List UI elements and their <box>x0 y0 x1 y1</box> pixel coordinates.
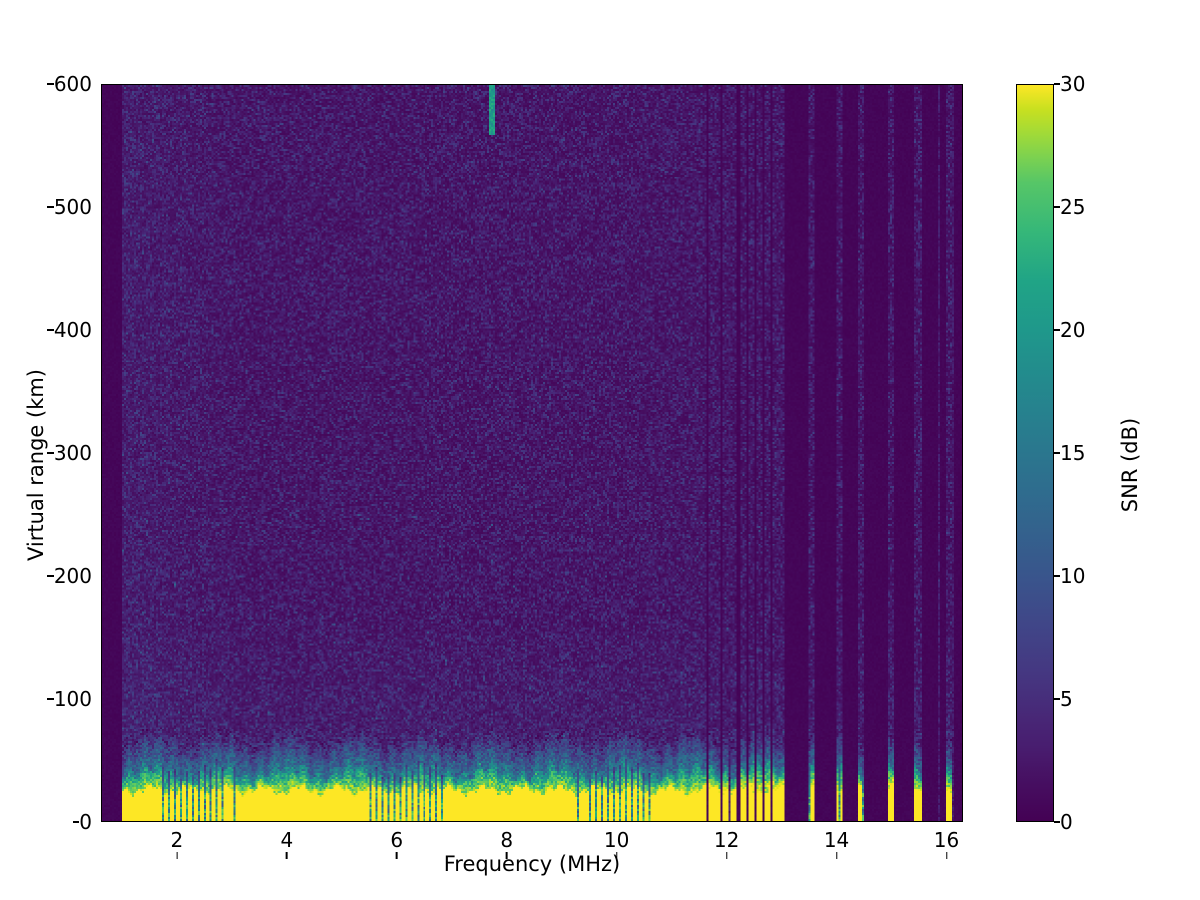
colorbar-tick-mark <box>1053 329 1060 331</box>
y-tick-label: 600 <box>47 72 92 96</box>
colorbar-tick-mark <box>1053 698 1060 700</box>
x-tick-mark <box>945 852 948 859</box>
y-tick-mark <box>47 698 54 700</box>
heatmap-plot-area <box>101 84 963 822</box>
y-tick-label: 300 <box>47 441 92 465</box>
colorbar-tick-label: 25 <box>1053 195 1085 219</box>
x-tick-label: 4 <box>280 828 293 859</box>
x-tick-mark <box>396 852 398 859</box>
y-tick-label: 500 <box>47 195 92 219</box>
colorbar-tick-mark <box>1053 821 1060 823</box>
colorbar <box>1016 84 1054 822</box>
colorbar-tick-mark <box>1053 206 1060 208</box>
x-tick-mark <box>725 852 728 859</box>
x-axis-label: Frequency (MHz) <box>443 852 621 876</box>
x-tick-mark <box>176 852 178 859</box>
y-tick-mark <box>47 206 54 208</box>
colorbar-tick-label: 30 <box>1053 72 1085 96</box>
x-tick-label: 6 <box>390 828 403 859</box>
y-tick-mark <box>47 452 54 454</box>
y-tick-label: 100 <box>47 687 92 711</box>
y-tick-label: 400 <box>47 318 92 342</box>
x-tick-label: 8 <box>500 828 513 859</box>
x-tick-label: 10 <box>604 828 629 859</box>
heatmap-cells <box>102 85 962 821</box>
colorbar-tick-mark <box>1053 83 1060 85</box>
x-tick-mark <box>835 852 838 859</box>
x-tick-mark <box>505 852 508 859</box>
colorbar-tick-label: 15 <box>1053 441 1085 465</box>
colorbar-tick-label: 0 <box>1053 810 1073 834</box>
y-tick-label: 200 <box>47 564 92 588</box>
x-tick-label: 16 <box>934 828 959 859</box>
colorbar-tick-label: 20 <box>1053 318 1085 342</box>
y-tick-mark <box>47 83 54 85</box>
colorbar-tick-label: 10 <box>1053 564 1085 588</box>
y-tick-mark <box>47 329 54 331</box>
x-tick-label: 2 <box>170 828 183 859</box>
x-tick-mark <box>615 852 618 859</box>
x-tick-mark <box>286 852 288 859</box>
x-tick-label: 12 <box>714 828 739 859</box>
colorbar-tick-label: 5 <box>1053 687 1073 711</box>
y-axis-label: Virtual range (km) <box>24 368 48 562</box>
y-tick-mark <box>72 821 80 823</box>
colorbar-label: SNR (dB) <box>1118 417 1142 513</box>
colorbar-tick-mark <box>1053 452 1060 454</box>
x-tick-label: 14 <box>824 828 849 859</box>
y-tick-mark <box>47 575 54 577</box>
colorbar-tick-mark <box>1053 575 1060 577</box>
y-tick-label: 0 <box>72 810 92 834</box>
